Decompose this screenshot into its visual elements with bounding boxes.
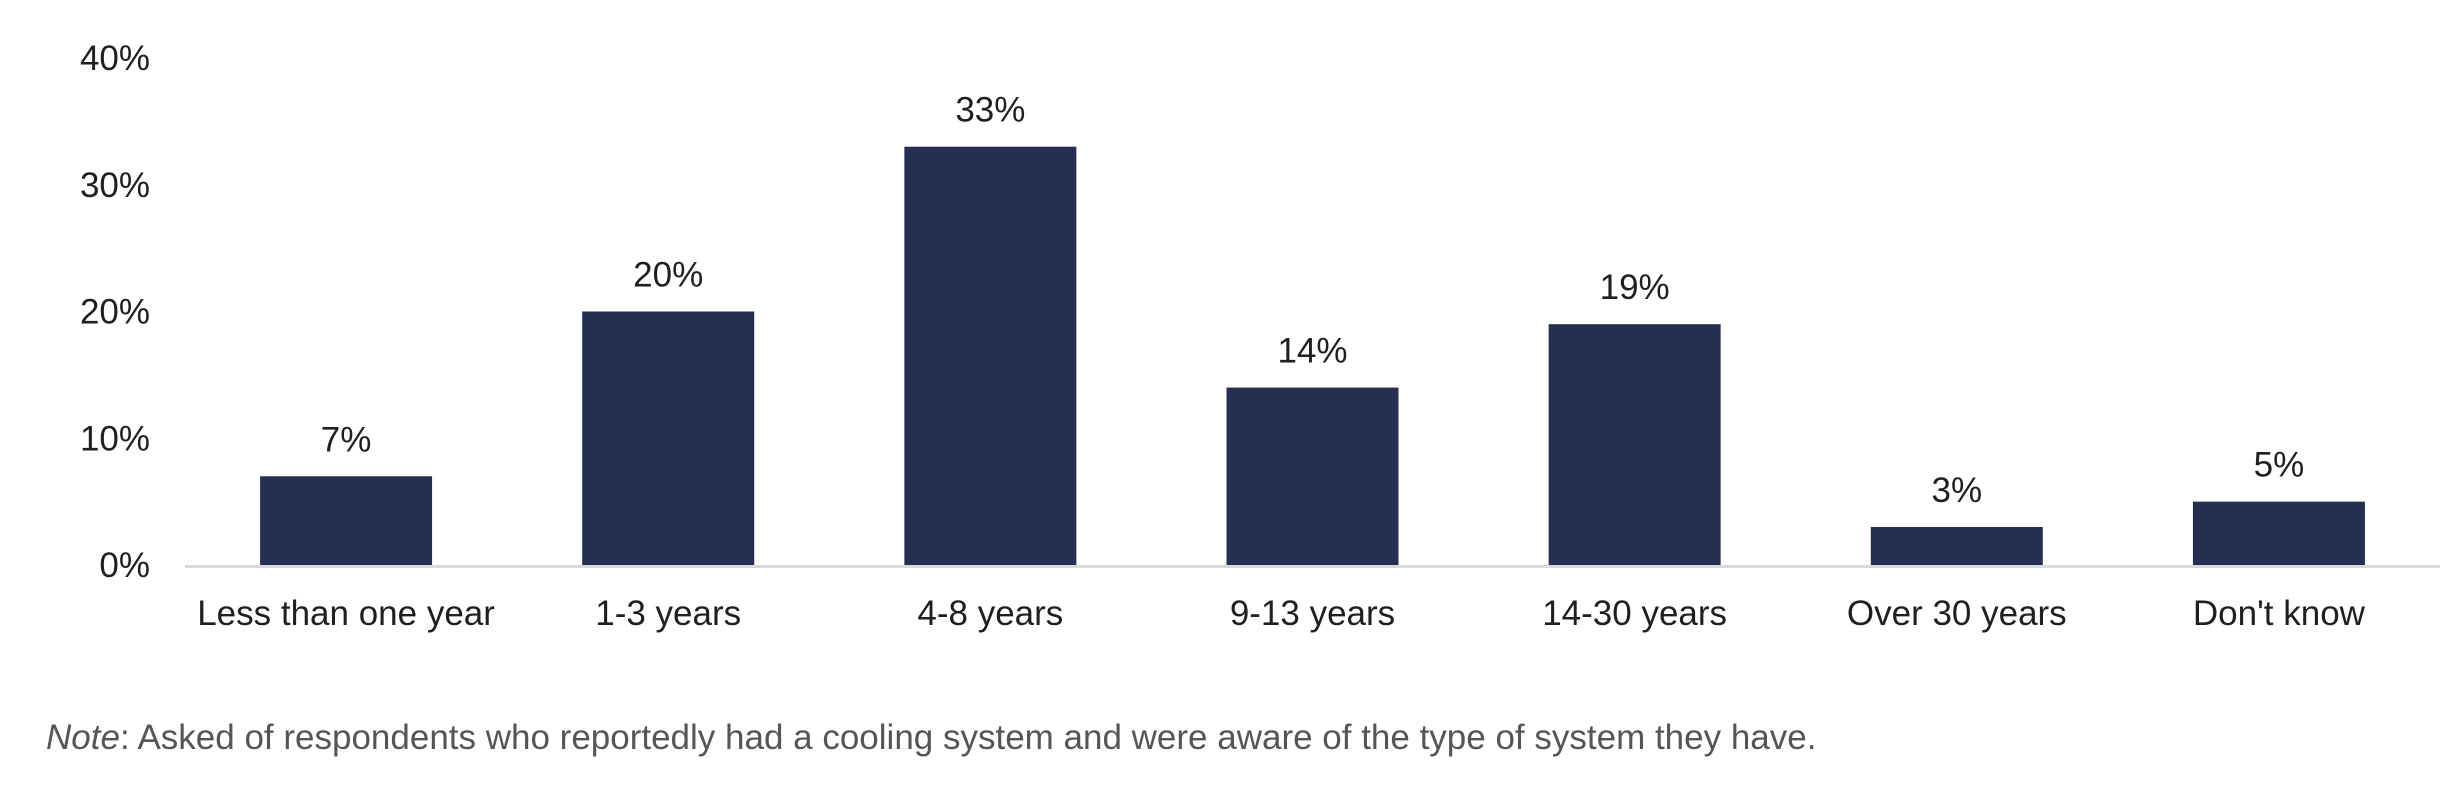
y-tick-label: 30%	[80, 166, 150, 205]
bar-value-label: 33%	[955, 91, 1025, 130]
note-text: : Asked of respondents who reportedly ha…	[119, 718, 1817, 757]
y-axis-ticks: 0% 10% 20% 30% 40%	[80, 39, 150, 585]
chart-note: Note: Asked of respondents who reportedl…	[46, 718, 1816, 758]
y-tick-label: 40%	[80, 39, 150, 78]
bar	[1870, 526, 2043, 565]
x-tick-label: 9-13 years	[1230, 594, 1395, 633]
bar-value-label: 20%	[633, 256, 703, 295]
category-labels: Less than one year 1-3 years 4-8 years 9-13…	[197, 594, 2365, 633]
bar-value-label: 3%	[1931, 471, 1982, 510]
bar	[582, 311, 755, 565]
y-tick-label: 0%	[99, 546, 150, 585]
x-tick-label: Less than one year	[197, 594, 495, 633]
bar	[1548, 324, 1721, 565]
data-labels: 7% 20% 33% 14% 19% 3% 5%	[321, 91, 2304, 510]
y-tick-label: 20%	[80, 293, 150, 332]
x-tick-label: 14-30 years	[1542, 594, 1727, 633]
bar	[2192, 501, 2365, 565]
bar-value-label: 5%	[2254, 446, 2305, 485]
x-tick-label: 1-3 years	[595, 594, 741, 633]
x-tick-label: Over 30 years	[1847, 594, 2067, 633]
y-tick-label: 10%	[80, 419, 150, 458]
bar	[904, 146, 1077, 565]
bar	[260, 476, 433, 565]
bar-value-label: 14%	[1277, 332, 1347, 371]
x-tick-label: 4-8 years	[917, 594, 1063, 633]
bar	[1226, 387, 1399, 565]
bar-value-label: 19%	[1600, 268, 1670, 307]
bar-value-label: 7%	[321, 420, 372, 459]
bar-chart: 0% 10% 20% 30% 40% 7% 20% 33% 14% 19% 3% 5% Less t…	[80, 39, 2440, 633]
note-label: Note	[46, 718, 120, 757]
bars	[260, 146, 2365, 565]
x-tick-label: Don't know	[2193, 594, 2366, 633]
